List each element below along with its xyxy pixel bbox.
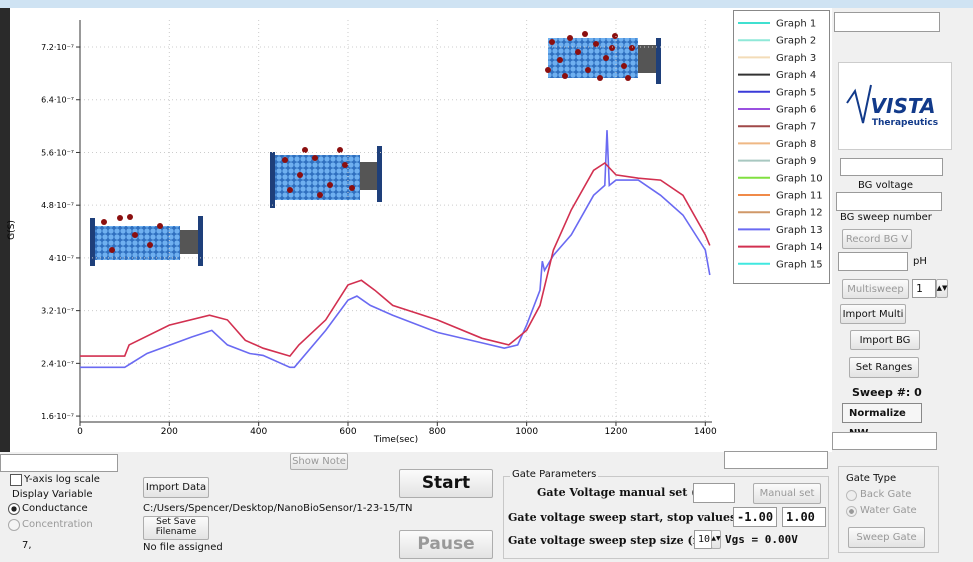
label: Conductance xyxy=(22,503,88,514)
vgs-readout: Vgs = 0.00V xyxy=(725,533,798,546)
label-box: Normalize NW xyxy=(842,403,922,423)
label: Gate Voltage manual set (V) xyxy=(537,486,710,499)
button[interactable]: Multisweep xyxy=(842,279,909,299)
x-tick-label: 1400 xyxy=(694,427,717,437)
logo: VISTA Therapeutics xyxy=(838,62,952,150)
label: pH xyxy=(913,256,927,267)
chart: G(S) Time(sec) 1.6·10⁻⁷ 2.4·10⁻⁷ 3.2·10⁻⁷ 4… xyxy=(0,0,832,452)
start-button[interactable]: Start xyxy=(399,469,493,498)
y-tick-label: 1.6·10⁻⁷ xyxy=(41,412,74,421)
y-axis-label: G(S) xyxy=(7,220,17,240)
y-tick-label: 5.6·10⁻⁷ xyxy=(41,148,74,157)
legend-label: Graph 7 xyxy=(776,122,816,133)
x-tick-label: 1000 xyxy=(515,427,538,437)
label: Display Variable xyxy=(12,489,93,500)
button[interactable]: Manual set xyxy=(753,483,821,504)
x-tick-label: 200 xyxy=(161,427,178,437)
logo-name: VISTA xyxy=(871,94,936,118)
x-tick-label: 600 xyxy=(339,427,356,437)
y-tick-label: 3.2·10⁻⁷ xyxy=(41,307,74,316)
button[interactable]: Record BG V xyxy=(842,229,912,249)
button[interactable]: Import Multi xyxy=(840,304,906,324)
label: Back Gate xyxy=(860,489,911,500)
app-window: G(S) Time(sec) 1.6·10⁻⁷ 2.4·10⁻⁷ 3.2·10⁻⁷ 4… xyxy=(0,0,973,562)
label: Sweep #: 0 xyxy=(852,386,922,399)
legend-label: Graph 2 xyxy=(776,36,816,47)
text-input[interactable] xyxy=(832,432,937,450)
text-input[interactable] xyxy=(834,12,940,32)
text-input[interactable] xyxy=(724,451,828,469)
button[interactable]: Show Note xyxy=(290,453,348,470)
legend-label: Graph 6 xyxy=(776,105,816,116)
text-input[interactable]: 1.00 xyxy=(782,507,826,527)
text-input[interactable] xyxy=(693,483,735,503)
button[interactable]: Import BG xyxy=(850,330,920,350)
legend-label: Graph 8 xyxy=(776,139,816,150)
label: Water Gate xyxy=(860,505,917,516)
spin-arrows[interactable]: ▲▼ xyxy=(936,279,948,298)
radio-button[interactable] xyxy=(846,506,857,517)
legend-label: Graph 11 xyxy=(776,191,823,202)
radio-button[interactable] xyxy=(8,503,20,515)
group-title: Gate Type xyxy=(846,473,896,484)
radio-button[interactable] xyxy=(846,490,857,501)
file-path: C:/Users/Spencer/Desktop/NanoBioSensor/1… xyxy=(143,503,412,514)
legend-label: Graph 9 xyxy=(776,156,816,167)
checkbox[interactable] xyxy=(10,474,22,486)
legend-label: Graph 14 xyxy=(776,242,823,253)
label: Concentration xyxy=(22,519,93,530)
legend-label: Graph 3 xyxy=(776,53,816,64)
button[interactable]: Import Data xyxy=(143,477,209,498)
y-tick-label: 6.4·10⁻⁷ xyxy=(41,96,74,105)
y-tick-label: 2.4·10⁻⁷ xyxy=(41,359,74,368)
spin-box[interactable]: 10 xyxy=(694,530,712,549)
y-tick-label: 7.2·10⁻⁷ xyxy=(41,43,74,52)
x-tick-label: 800 xyxy=(429,427,446,437)
legend-label: Graph 12 xyxy=(776,208,823,219)
x-tick-label: 1200 xyxy=(605,427,628,437)
x-axis-label: Time(sec) xyxy=(373,435,418,445)
x-tick-label: 400 xyxy=(250,427,267,437)
label: BG voltage xyxy=(858,180,913,191)
text-input[interactable]: -1.00 xyxy=(733,507,777,527)
spin-arrows[interactable]: ▲▼ xyxy=(711,530,721,549)
button[interactable]: Set Save Filename xyxy=(143,516,209,540)
y-tick-label: 4·10⁻⁷ xyxy=(49,254,74,263)
label: Gate voltage sweep step size (mV) xyxy=(508,534,718,547)
button[interactable]: Set Ranges xyxy=(849,357,919,378)
legend-label: Graph 5 xyxy=(776,87,816,98)
label: No file assigned xyxy=(143,542,223,553)
label: Gate voltage sweep start, stop values (V… xyxy=(508,511,759,524)
text-input[interactable] xyxy=(838,252,908,271)
label: BG sweep number xyxy=(840,212,932,223)
legend-label: Graph 1 xyxy=(776,19,816,30)
legend-label: Graph 4 xyxy=(776,70,816,81)
label: Y-axis log scale xyxy=(24,474,100,485)
text-input[interactable] xyxy=(840,158,943,176)
y-tick-label: 4.8·10⁻⁷ xyxy=(41,201,74,210)
legend-label: Graph 10 xyxy=(776,173,823,184)
status: 7, xyxy=(22,540,32,551)
x-tick-label: 0 xyxy=(77,427,83,437)
logo-graphic: VISTA Therapeutics xyxy=(839,63,951,149)
legend: Graph 1 Graph 2 Graph 3 Graph 4 Graph 5 Graph… xyxy=(733,10,830,284)
spin-box[interactable]: 1 xyxy=(912,279,936,298)
button[interactable]: Sweep Gate xyxy=(848,527,925,548)
legend-label: Graph 13 xyxy=(776,225,823,236)
text-input[interactable] xyxy=(0,454,118,472)
radio-button[interactable] xyxy=(8,519,20,531)
text-input[interactable] xyxy=(836,192,942,211)
group-title: Gate Parameters xyxy=(510,469,598,480)
pause-button[interactable]: Pause xyxy=(399,530,493,559)
logo-sub: Therapeutics xyxy=(872,118,938,128)
legend-label: Graph 15 xyxy=(776,259,823,270)
